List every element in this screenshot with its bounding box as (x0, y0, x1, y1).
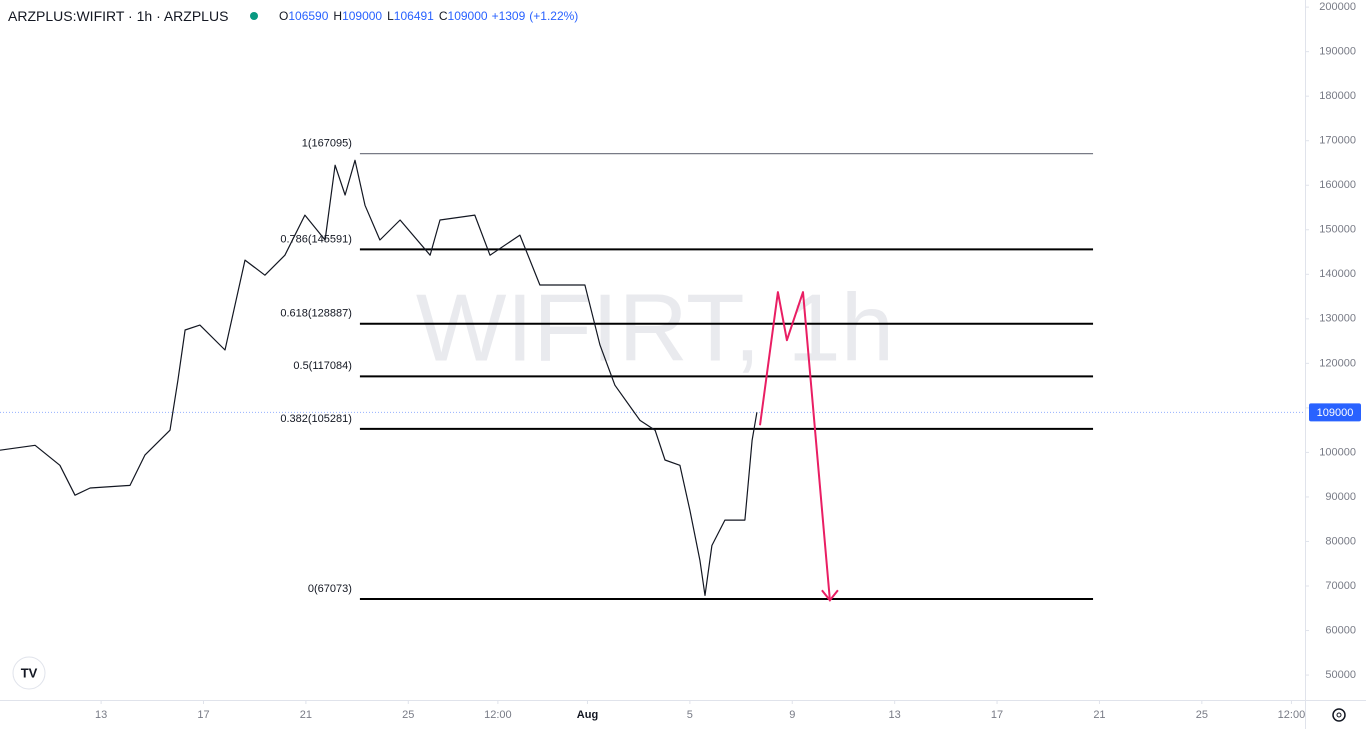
x-tick-label: 12:00 (484, 709, 512, 721)
ohlc-value: 109000 (342, 9, 382, 23)
ohlc-key: O (279, 9, 288, 23)
tv-logo[interactable]: TV (12, 656, 46, 690)
fib-label: 0(67073) (308, 583, 352, 595)
status-dot (250, 12, 258, 20)
ohlc-value: 106590 (288, 9, 328, 23)
ohlc-key: C (439, 9, 448, 23)
ohlc-value: 109000 (448, 9, 488, 23)
y-tick-label: 70000 (1325, 580, 1356, 592)
symbol: ARZPLUS:WIFIRT · 1h · ARZPLUS (8, 8, 228, 24)
y-tick-label: 170000 (1319, 135, 1356, 147)
x-tick-label: 21 (1093, 709, 1105, 721)
price-line (0, 159, 758, 596)
fib-label: 0.382(105281) (280, 413, 352, 425)
y-tick-label: 130000 (1319, 313, 1356, 325)
fib-label: 0.5(117084) (293, 360, 352, 372)
x-tick-label: 25 (402, 709, 414, 721)
x-tick-label: Aug (577, 709, 598, 721)
y-tick-label: 90000 (1325, 491, 1356, 503)
y-tick-label: 80000 (1325, 535, 1356, 547)
settings-button[interactable] (1332, 708, 1346, 722)
y-tick-label: 60000 (1325, 624, 1356, 636)
ohlc-key: H (333, 9, 342, 23)
projection-line (759, 291, 831, 601)
change: +1309 (492, 9, 526, 23)
x-tick-label: 13 (95, 709, 107, 721)
x-tick-label: 5 (687, 709, 693, 721)
fib-label: 0.618(128887) (280, 308, 352, 320)
x-tick-label: 21 (300, 709, 312, 721)
x-tick-label: 12:00 (1278, 709, 1306, 721)
svg-text:TV: TV (21, 665, 38, 680)
y-tick-label: 120000 (1319, 357, 1356, 369)
y-tick-label: 190000 (1319, 46, 1356, 58)
watermark: WIFIRT, 1h (416, 274, 894, 381)
last-price-label: 109000 (1317, 407, 1354, 419)
x-tick-label: 25 (1196, 709, 1208, 721)
y-tick-label: 160000 (1319, 179, 1356, 191)
y-tick-label: 180000 (1319, 90, 1356, 102)
header: ARZPLUS:WIFIRT · 1h · ARZPLUS (8, 8, 228, 24)
change-pct: (+1.22%) (529, 9, 578, 23)
ohlc-value: 106491 (394, 9, 434, 23)
y-tick-label: 200000 (1319, 1, 1356, 13)
y-tick-label: 150000 (1319, 224, 1356, 236)
x-tick-label: 9 (789, 709, 795, 721)
arrow-head (821, 589, 839, 602)
ohlc-key: L (387, 9, 394, 23)
x-tick-label: 17 (991, 709, 1003, 721)
x-tick-label: 13 (889, 709, 901, 721)
y-tick-label: 100000 (1319, 446, 1356, 458)
y-tick-label: 140000 (1319, 268, 1356, 280)
fib-label: 0.786(145591) (280, 233, 352, 245)
y-tick-label: 50000 (1325, 669, 1356, 681)
x-tick-label: 17 (197, 709, 209, 721)
last-price-box (1309, 403, 1361, 422)
ohlc: O106590 H109000 L106491 C109000 +1309 (+1.22%… (279, 9, 578, 23)
fib-label: 1(167095) (302, 138, 352, 150)
